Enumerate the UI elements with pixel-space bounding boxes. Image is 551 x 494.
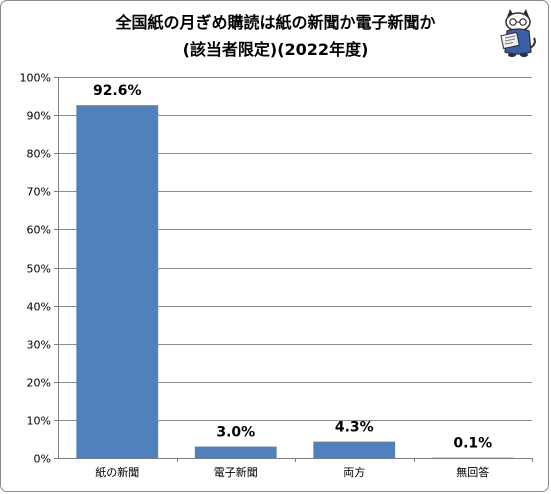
x-tick-label: 紙の新聞 (95, 465, 139, 479)
y-tick-label: 50% (27, 263, 51, 276)
y-tick-label: 60% (27, 224, 51, 237)
data-label: 92.6% (93, 83, 142, 99)
y-tick-label: 10% (27, 415, 51, 428)
bar-3 (313, 441, 396, 458)
x-tick-label: 両方 (343, 465, 365, 479)
y-tick-label: 0% (34, 453, 51, 466)
newspaper-reading-cat-mascot-icon (500, 9, 536, 57)
chart-title-line-1: 全国紙の月ぎめ購読は紙の新聞か電子新聞か (115, 13, 436, 32)
data-label: 3.0% (216, 425, 255, 441)
y-tick-label: 100% (20, 72, 51, 85)
x-tick-label: 無回答 (456, 465, 489, 479)
y-tick-label: 70% (27, 186, 51, 199)
bar-2 (194, 446, 277, 458)
x-tick-label: 電子新聞 (214, 465, 258, 479)
y-tick-label: 40% (27, 301, 51, 314)
y-tick-label: 80% (27, 148, 51, 161)
data-label: 0.1% (453, 436, 492, 452)
data-label: 4.3% (335, 420, 374, 436)
y-tick-label: 90% (27, 110, 51, 123)
bar-1 (76, 105, 159, 458)
y-tick-label: 20% (27, 377, 51, 390)
chart-title-line-2: (該当者限定)(2022年度) (182, 40, 369, 59)
y-tick-label: 30% (27, 339, 51, 352)
